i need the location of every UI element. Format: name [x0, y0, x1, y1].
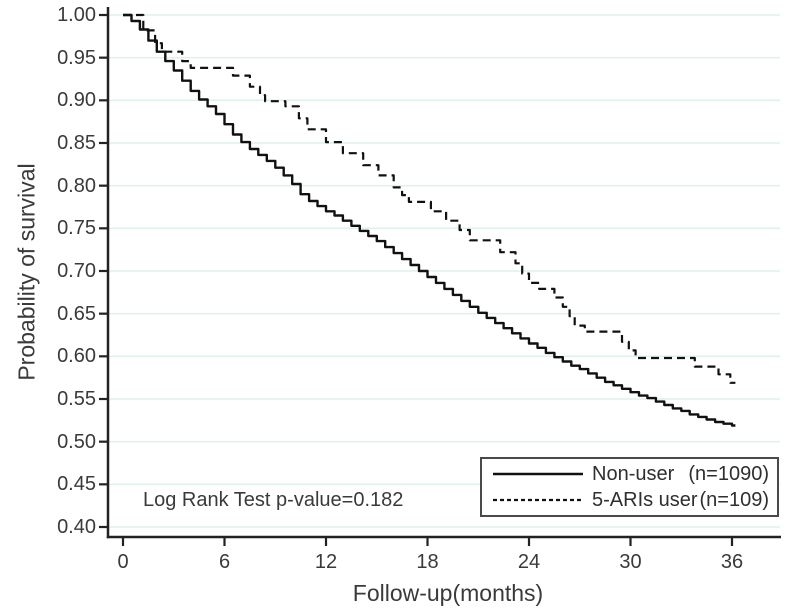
y-tick-label-0.75: 0.75: [57, 217, 96, 240]
y-tick-label-0.80: 0.80: [57, 174, 96, 197]
solid-line-sample: [492, 461, 584, 487]
y-tick-label-1.00: 1.00: [57, 4, 96, 26]
x-tick-label-24: 24: [517, 551, 541, 573]
survival-curves: [123, 13, 736, 427]
legend-item-nonuser: Non-user (n=1090): [492, 461, 769, 487]
y-tick-label-0.70: 0.70: [57, 259, 96, 282]
x-axis-title: Follow-up(months): [352, 580, 544, 606]
logrank-pvalue-annotation: Log Rank Test p-value=0.182: [143, 489, 404, 511]
x-tick-label-36: 36: [720, 551, 744, 573]
aris-user-survival-curve: [123, 13, 736, 384]
y-tick-label-0.90: 0.90: [57, 89, 96, 112]
y-tick-label-0.95: 0.95: [57, 46, 96, 69]
legend-count-aris-user: (n=109): [699, 488, 770, 511]
y-tick-label-0.45: 0.45: [57, 473, 96, 496]
legend-label-nonuser: Non-user: [592, 462, 675, 485]
x-tick-label-12: 12: [314, 551, 338, 573]
legend-box: Non-user (n=1090) 5-ARIs user (n=109): [480, 457, 779, 517]
axes: [99, 7, 781, 546]
gridlines: [108, 14, 780, 528]
legend-label-aris-user: 5-ARIs user: [592, 488, 698, 511]
y-tick-label-0.60: 0.60: [57, 345, 96, 368]
x-tick-label-0: 0: [117, 551, 129, 573]
legend-count-nonuser: (n=1090): [688, 462, 769, 485]
legend-item-aris-user: 5-ARIs user (n=109): [492, 487, 769, 513]
y-tick-label-0.65: 0.65: [57, 302, 96, 325]
x-tick-label-6: 6: [218, 551, 231, 573]
nonuser-survival-curve: [123, 13, 736, 427]
dashed-line-sample: [492, 487, 584, 513]
y-tick-label-0.85: 0.85: [57, 131, 96, 154]
y-tick-label-0.40: 0.40: [57, 515, 96, 538]
y-axis-title: Probability of survival: [13, 163, 40, 381]
y-tick-label-0.55: 0.55: [57, 387, 96, 410]
x-tick-label-18: 18: [416, 551, 439, 573]
x-tick-label-30: 30: [619, 551, 642, 573]
y-tick-label-0.50: 0.50: [57, 430, 96, 453]
